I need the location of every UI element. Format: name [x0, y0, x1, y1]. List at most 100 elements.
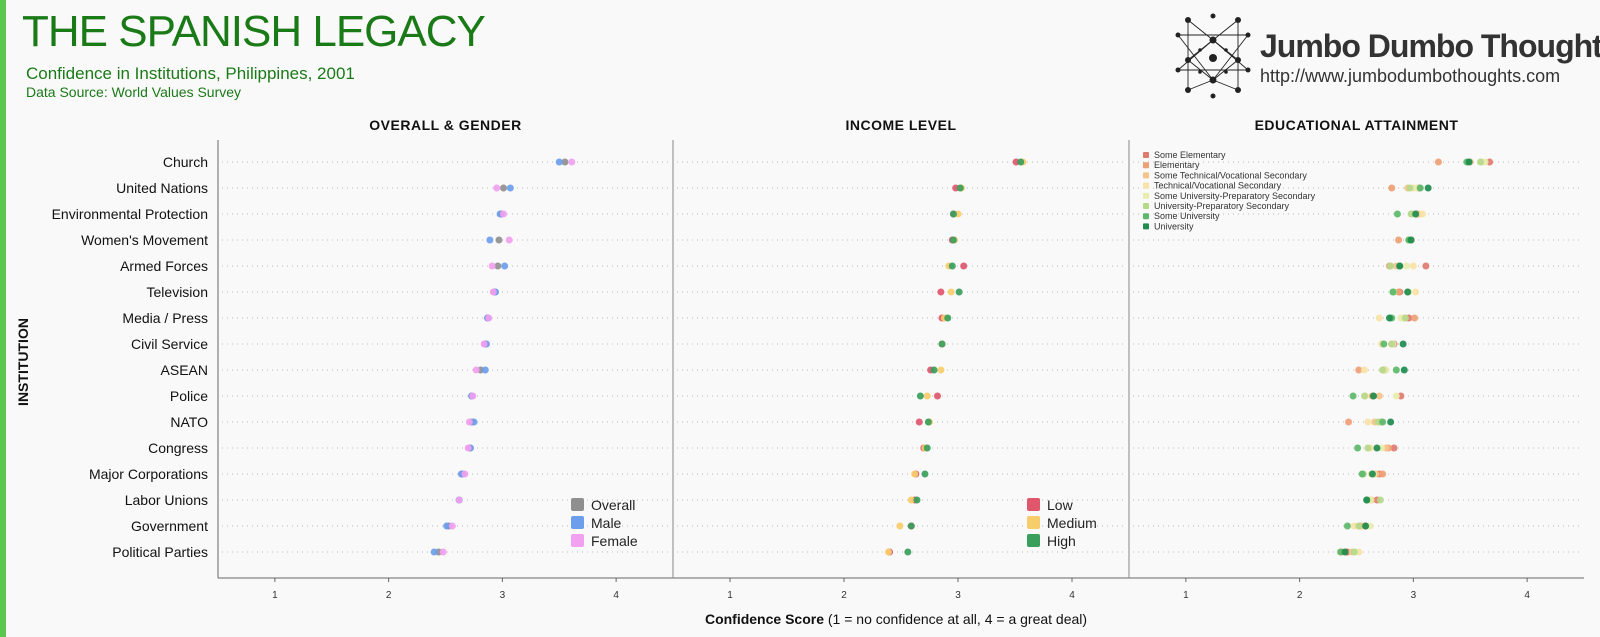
- accent-bar: [0, 0, 6, 637]
- data-point: [1375, 392, 1383, 400]
- x-tick-label: 1: [272, 590, 278, 601]
- data-point: [924, 418, 932, 426]
- legend-label: Low: [1047, 497, 1074, 513]
- data-point: [500, 184, 508, 192]
- data-point: [1476, 158, 1484, 166]
- data-point: [938, 340, 946, 348]
- data-point: [1392, 366, 1400, 374]
- y-axis-title: INSTITUTION: [15, 318, 31, 406]
- institution-label: Television: [147, 284, 208, 300]
- data-point: [455, 496, 463, 504]
- data-point: [1380, 340, 1388, 348]
- institution-label: United Nations: [116, 180, 208, 196]
- data-point: [1375, 314, 1383, 322]
- data-point: [1387, 418, 1395, 426]
- legend-label: Some Elementary: [1154, 150, 1226, 160]
- legend-swatch: [1027, 516, 1040, 529]
- legend-swatch: [1027, 534, 1040, 547]
- data-point: [948, 262, 956, 270]
- data-point: [1363, 496, 1371, 504]
- legend-label: High: [1047, 533, 1076, 549]
- data-point: [1406, 184, 1414, 192]
- legend-label: Some University: [1154, 211, 1220, 221]
- data-point: [1364, 418, 1372, 426]
- data-point: [1358, 470, 1366, 478]
- legend-swatch: [1143, 192, 1149, 199]
- legend-label: Technical/Vocational Secondary: [1154, 181, 1282, 191]
- data-point: [1390, 444, 1398, 452]
- data-point: [485, 314, 493, 322]
- data-point: [949, 236, 957, 244]
- institution-label: Media / Press: [122, 310, 208, 326]
- data-point: [1396, 262, 1404, 270]
- data-point: [1368, 470, 1376, 478]
- data-point: [1418, 210, 1426, 218]
- legend-label: University: [1154, 221, 1194, 231]
- legend-label: Male: [591, 515, 622, 531]
- x-tick-label: 4: [613, 590, 619, 601]
- panel-title: INCOME LEVEL: [845, 117, 956, 133]
- data-point: [465, 418, 473, 426]
- legend-label: Female: [591, 533, 638, 549]
- data-point: [488, 262, 496, 270]
- x-tick-label: 3: [955, 590, 961, 601]
- data-point: [1017, 158, 1025, 166]
- legend-label: University-Preparatory Secondary: [1154, 201, 1290, 211]
- legend-swatch: [1143, 213, 1149, 220]
- data-point: [464, 444, 472, 452]
- data-point: [1362, 522, 1370, 530]
- data-point: [568, 158, 576, 166]
- data-point: [501, 262, 509, 270]
- data-point: [1412, 288, 1420, 296]
- brand: Jumbo Dumbo Thoughts http://www.jumbodum…: [1168, 10, 1600, 100]
- brand-name: Jumbo Dumbo Thoughts: [1260, 28, 1600, 64]
- x-tick-label: 4: [1524, 590, 1530, 601]
- data-point: [944, 314, 952, 322]
- data-point: [896, 522, 904, 530]
- data-point: [1388, 340, 1396, 348]
- data-point: [439, 548, 447, 556]
- data-point: [915, 418, 923, 426]
- legend-swatch: [1143, 182, 1149, 189]
- data-point: [955, 288, 963, 296]
- x-axis-title-bold: Confidence Score: [705, 611, 824, 627]
- data-point: [561, 158, 569, 166]
- data-point: [1424, 184, 1432, 192]
- data-point: [1345, 418, 1353, 426]
- data-point: [916, 392, 924, 400]
- x-tick-label: 2: [386, 590, 392, 601]
- legend-swatch: [1143, 172, 1149, 179]
- data-point: [1360, 366, 1368, 374]
- data-point: [960, 262, 968, 270]
- data-point: [956, 184, 964, 192]
- data-point: [494, 262, 502, 270]
- brand-url: http://www.jumbodumbothoughts.com: [1260, 66, 1561, 86]
- data-point: [1373, 444, 1381, 452]
- x-tick-label: 2: [1297, 590, 1303, 601]
- legend-swatch: [1143, 223, 1149, 230]
- data-point: [921, 470, 929, 478]
- data-point: [1401, 314, 1409, 322]
- legend-swatch: [1027, 498, 1040, 511]
- x-tick-label: 2: [841, 590, 847, 601]
- data-point: [1349, 392, 1357, 400]
- data-point: [486, 236, 494, 244]
- data-point: [448, 522, 456, 530]
- x-tick-label: 4: [1069, 590, 1075, 601]
- data-point: [469, 392, 477, 400]
- data-point: [1364, 444, 1372, 452]
- data-point: [923, 444, 931, 452]
- data-point: [1379, 366, 1387, 374]
- legend-swatch: [571, 534, 584, 547]
- page-title: THE SPANISH LEGACY: [22, 7, 486, 56]
- institution-label: Congress: [148, 440, 208, 456]
- legend-swatch: [1143, 152, 1149, 158]
- institution-label: Civil Service: [131, 336, 208, 352]
- data-point: [884, 548, 892, 556]
- data-point: [1409, 262, 1417, 270]
- data-point: [505, 236, 513, 244]
- data-point: [937, 288, 945, 296]
- data-point: [1395, 236, 1403, 244]
- legend-label: Overall: [591, 497, 635, 513]
- data-point: [1403, 262, 1411, 270]
